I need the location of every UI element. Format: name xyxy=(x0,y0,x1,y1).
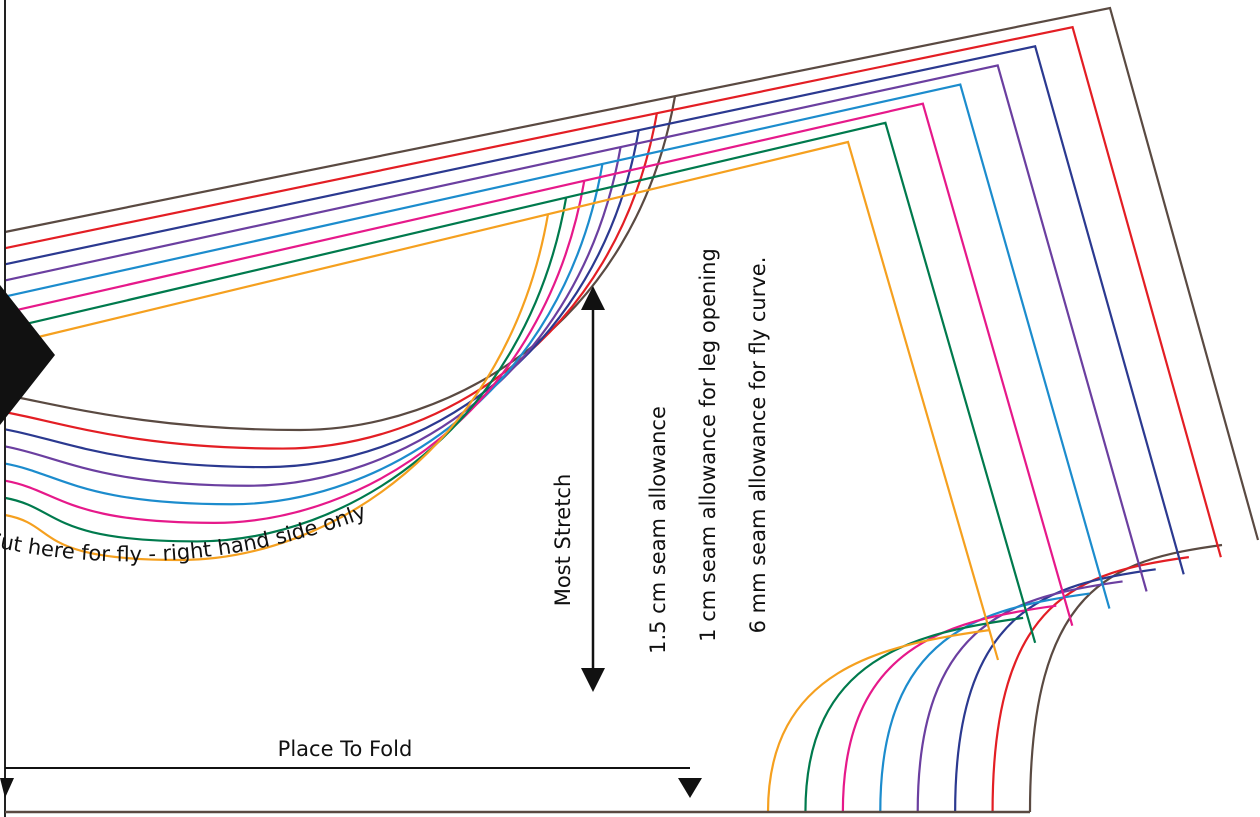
seam-outline xyxy=(4,121,1037,813)
seam-note: 1 cm seam allowance for leg opening xyxy=(696,248,720,642)
fold-arrow xyxy=(0,778,14,798)
seam-outline xyxy=(4,83,1111,813)
seam-outline xyxy=(4,25,1222,813)
crotch-curve xyxy=(4,214,550,562)
seam-outline xyxy=(4,6,1260,813)
crotch-curve xyxy=(4,197,568,543)
fold-arrow xyxy=(678,778,702,798)
crotch-curve xyxy=(4,180,586,524)
fly-cut-text: Cut here for fly - right hand side only xyxy=(0,499,369,566)
seam-outline xyxy=(4,44,1185,813)
seam-note: 6 mm seam allowance for fly curve. xyxy=(746,257,770,634)
stretch-label: Most Stretch xyxy=(551,474,575,607)
seam-outline xyxy=(4,140,1000,813)
fold-label: Place To Fold xyxy=(278,737,413,761)
arrow-head xyxy=(581,668,605,692)
crotch-curve xyxy=(4,146,622,487)
crotch-curve xyxy=(4,113,658,450)
crotch-curve xyxy=(4,163,604,506)
seam-outline xyxy=(4,102,1074,813)
fly-cut-label: Cut here for fly - right hand side only xyxy=(0,499,369,566)
arrow-head xyxy=(581,286,605,310)
crotch-curve xyxy=(4,129,640,469)
seam-note: 1.5 cm seam allowance xyxy=(646,406,670,654)
pattern-outlines xyxy=(4,6,1260,813)
notch xyxy=(0,285,55,425)
crotch-curve xyxy=(4,95,677,432)
